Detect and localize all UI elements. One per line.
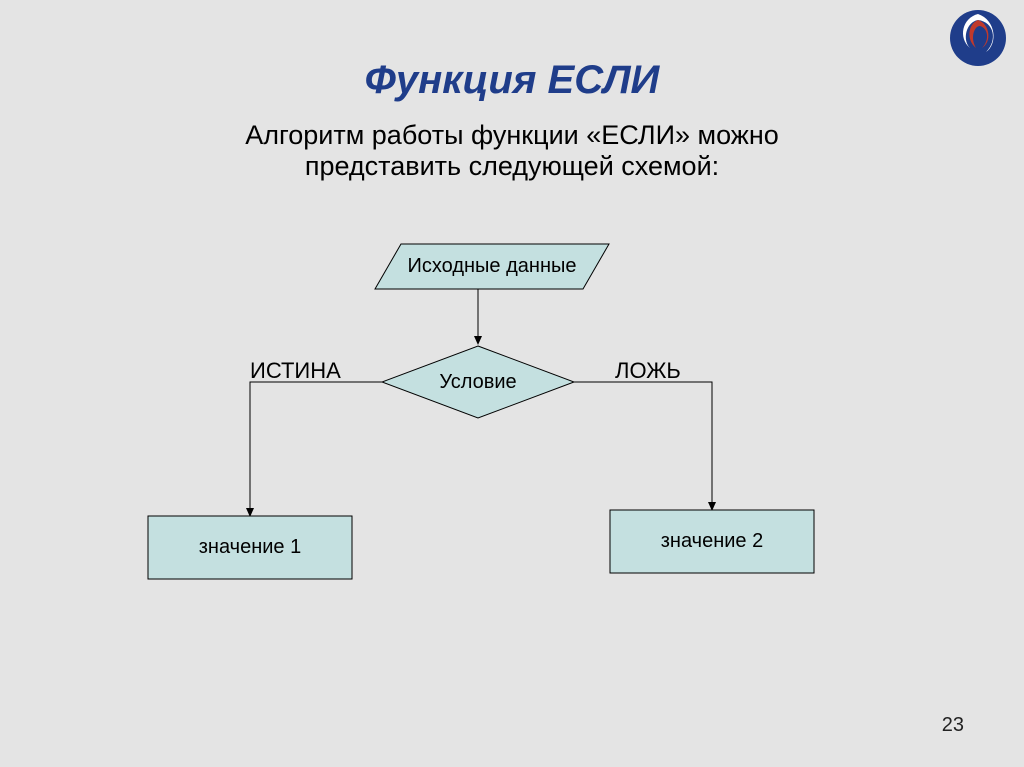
data-block-label: Исходные данные	[375, 244, 609, 289]
right-box-label: значение 2	[610, 510, 814, 573]
left-box-label: значение 1	[148, 516, 352, 579]
decision-label: Условие	[382, 346, 574, 418]
branch-false-label: ЛОЖЬ	[615, 358, 681, 384]
branch-true-label: ИСТИНА	[250, 358, 341, 384]
arrow-right-branch	[574, 382, 712, 510]
logo-icon	[948, 8, 1008, 68]
page-number: 23	[942, 714, 964, 737]
arrow-left-branch	[250, 382, 382, 516]
